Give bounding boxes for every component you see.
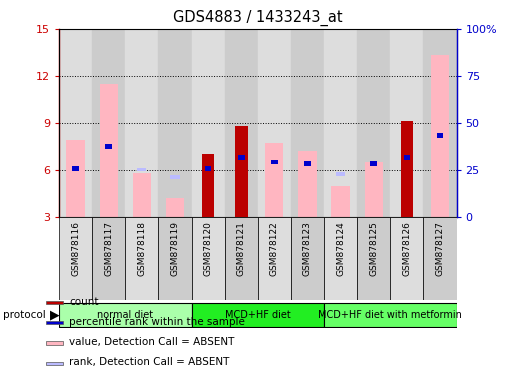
Bar: [390, 29, 423, 217]
Bar: [202, 154, 214, 217]
Bar: [423, 217, 457, 300]
Bar: [304, 161, 311, 166]
Bar: [324, 29, 357, 217]
Bar: [357, 217, 390, 300]
Bar: [365, 162, 383, 217]
Bar: [105, 144, 112, 149]
Bar: [357, 29, 390, 217]
Bar: [390, 217, 423, 300]
Bar: [191, 29, 225, 217]
Text: percentile rank within the sample: percentile rank within the sample: [69, 317, 245, 327]
Title: GDS4883 / 1433243_at: GDS4883 / 1433243_at: [173, 10, 343, 26]
Text: MCD+HF diet with metformin: MCD+HF diet with metformin: [319, 310, 462, 320]
Bar: [170, 175, 180, 179]
Text: normal diet: normal diet: [97, 310, 153, 320]
Bar: [46, 301, 63, 304]
Bar: [137, 167, 147, 172]
Bar: [404, 155, 410, 160]
Bar: [437, 133, 443, 138]
Bar: [324, 217, 357, 300]
Bar: [92, 29, 125, 217]
Bar: [166, 198, 184, 217]
Text: GSM878126: GSM878126: [402, 221, 411, 276]
Text: GSM878121: GSM878121: [236, 221, 246, 276]
Text: GSM878124: GSM878124: [336, 221, 345, 276]
Bar: [238, 155, 245, 160]
Text: rank, Detection Call = ABSENT: rank, Detection Call = ABSENT: [69, 358, 230, 367]
Bar: [235, 126, 247, 217]
Text: protocol: protocol: [3, 310, 45, 320]
Bar: [46, 321, 63, 324]
Bar: [59, 29, 92, 217]
Text: count: count: [69, 296, 99, 306]
Bar: [258, 217, 291, 300]
Bar: [125, 29, 159, 217]
Bar: [370, 161, 377, 166]
Text: GSM878116: GSM878116: [71, 221, 80, 276]
Text: GSM878125: GSM878125: [369, 221, 378, 276]
Bar: [100, 84, 118, 217]
Text: GSM878127: GSM878127: [436, 221, 444, 276]
Bar: [191, 303, 324, 327]
Bar: [291, 29, 324, 217]
Bar: [159, 29, 191, 217]
Bar: [92, 217, 125, 300]
Bar: [133, 173, 151, 217]
Text: GSM878119: GSM878119: [170, 221, 180, 276]
Bar: [46, 362, 63, 365]
Bar: [125, 217, 159, 300]
Text: GSM878118: GSM878118: [137, 221, 146, 276]
Text: GSM878117: GSM878117: [104, 221, 113, 276]
Text: ▶: ▶: [50, 308, 60, 321]
Bar: [225, 29, 258, 217]
Bar: [191, 217, 225, 300]
Text: value, Detection Call = ABSENT: value, Detection Call = ABSENT: [69, 337, 235, 347]
Bar: [59, 217, 92, 300]
Text: GSM878120: GSM878120: [204, 221, 212, 276]
Bar: [258, 29, 291, 217]
Bar: [225, 217, 258, 300]
Bar: [336, 172, 345, 176]
Bar: [291, 217, 324, 300]
Bar: [423, 29, 457, 217]
Text: GSM878123: GSM878123: [303, 221, 312, 276]
Bar: [431, 55, 449, 217]
Bar: [265, 143, 284, 217]
Bar: [159, 217, 191, 300]
Bar: [324, 303, 457, 327]
Bar: [271, 160, 278, 164]
Bar: [299, 151, 317, 217]
Bar: [46, 341, 63, 344]
Text: MCD+HF diet: MCD+HF diet: [225, 310, 291, 320]
Bar: [72, 166, 79, 171]
Bar: [67, 140, 85, 217]
Bar: [331, 185, 350, 217]
Bar: [401, 121, 413, 217]
Bar: [205, 166, 211, 171]
Bar: [59, 303, 191, 327]
Text: GSM878122: GSM878122: [270, 221, 279, 276]
